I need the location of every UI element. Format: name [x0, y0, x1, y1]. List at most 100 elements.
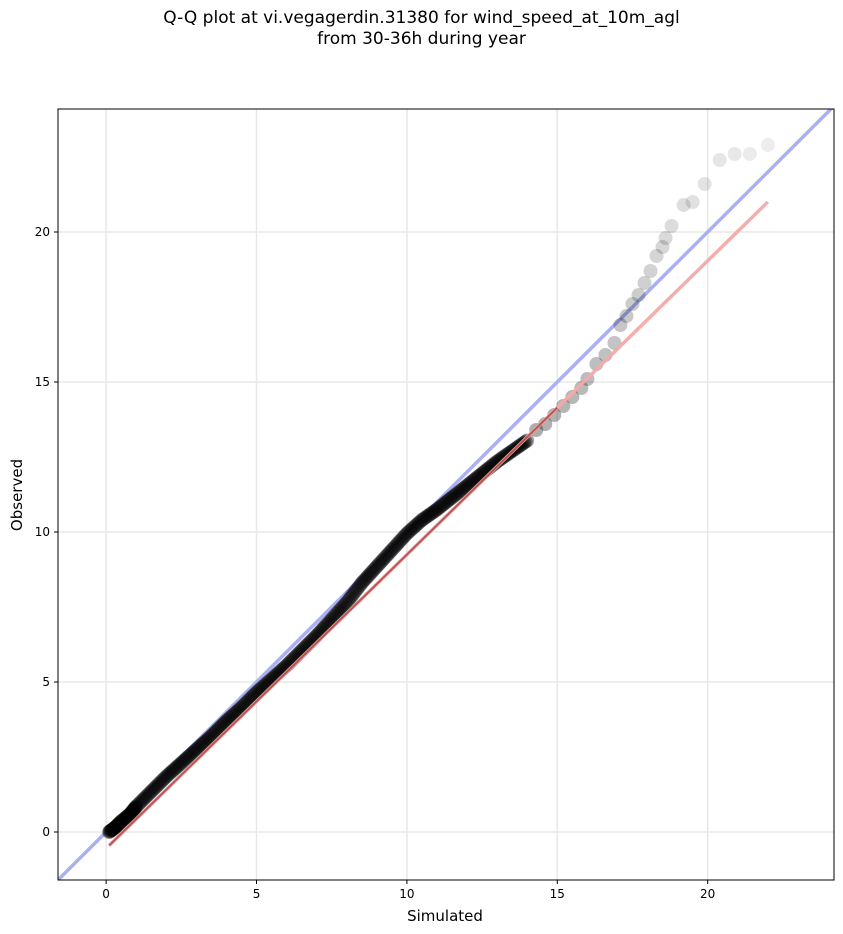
fit-line-overlay — [108, 406, 558, 847]
qq-point — [426, 504, 441, 519]
qq-point — [141, 787, 156, 802]
qq-point — [199, 733, 214, 748]
x-axis: 0 5 10 15 20 — [102, 880, 715, 901]
qq-point — [207, 726, 222, 740]
qq-point — [417, 510, 432, 525]
qq-point — [184, 746, 199, 761]
qq-point — [208, 724, 223, 739]
qq-point — [625, 297, 640, 311]
qq-point — [169, 760, 184, 775]
qq-point — [214, 718, 229, 733]
qq-point — [168, 761, 183, 776]
qq-point — [619, 309, 634, 323]
qq-point — [171, 758, 186, 773]
qq-point — [613, 318, 628, 332]
qq-point — [445, 490, 460, 505]
qq-point — [451, 485, 466, 500]
qq-point — [211, 721, 226, 736]
qq-point — [335, 600, 350, 615]
qq-point — [124, 805, 139, 820]
qq-point — [327, 608, 342, 623]
qq-point — [658, 231, 673, 245]
qq-point — [454, 483, 469, 498]
qq-point — [104, 823, 119, 838]
qq-point — [401, 525, 416, 540]
qq-point — [113, 815, 128, 830]
qq-point — [342, 591, 357, 606]
qq-point — [181, 749, 196, 764]
qq-point — [423, 506, 438, 521]
qq-point — [434, 498, 449, 513]
qq-point — [493, 452, 508, 467]
qq-point — [389, 538, 404, 553]
qq-point — [461, 477, 476, 492]
reference-line-1-to-1 — [58, 109, 834, 880]
qq-point — [443, 491, 458, 506]
qq-point — [196, 735, 211, 750]
qq-point — [172, 757, 187, 772]
plot-area — [58, 109, 834, 880]
qq-point — [109, 819, 124, 834]
qq-point — [132, 796, 147, 811]
y-tick-label: 20 — [35, 225, 50, 239]
qq-point — [520, 433, 535, 448]
qq-point — [408, 518, 423, 533]
qq-point — [153, 775, 168, 790]
qq-point — [187, 743, 202, 758]
qq-point — [351, 579, 366, 594]
qq-point — [452, 484, 467, 499]
qq-point — [128, 800, 143, 815]
qq-point — [727, 147, 742, 161]
y-tick-label: 5 — [42, 675, 50, 689]
qq-point — [160, 768, 175, 783]
qq-point — [123, 807, 138, 821]
qq-point — [329, 607, 344, 622]
y-tick-label: 0 — [42, 825, 50, 839]
qq-point — [419, 509, 434, 524]
qq-point — [201, 731, 216, 746]
qq-point — [384, 543, 399, 557]
qq-point — [192, 739, 207, 754]
qq-point — [375, 552, 390, 567]
qq-point — [455, 482, 470, 497]
y-axis: 0 5 10 15 20 — [35, 225, 58, 839]
qq-point — [109, 818, 124, 833]
qq-point — [422, 507, 437, 522]
qq-point — [189, 742, 204, 757]
qq-point — [202, 730, 217, 745]
qq-point — [112, 815, 127, 830]
x-axis-label: Simulated — [407, 907, 483, 925]
qq-point — [195, 737, 210, 752]
qq-point — [126, 802, 141, 817]
qq-point — [122, 807, 137, 822]
qq-point — [205, 727, 220, 742]
qq-point — [360, 569, 375, 584]
qq-point — [135, 793, 150, 808]
qq-point — [102, 824, 117, 839]
qq-point — [118, 810, 133, 825]
qq-point — [356, 574, 371, 589]
qq-point — [435, 497, 450, 512]
qq-point — [136, 792, 151, 806]
qq-point — [760, 138, 775, 152]
qq-point — [407, 519, 422, 534]
qq-point — [457, 480, 472, 495]
qq-point — [127, 801, 142, 816]
qq-point — [107, 820, 122, 835]
qq-point — [697, 177, 712, 191]
qq-point — [402, 523, 417, 538]
qq-point — [330, 605, 345, 620]
qq-point — [405, 521, 420, 536]
qq-point — [517, 435, 532, 450]
qq-point — [432, 500, 447, 515]
qq-point — [496, 450, 511, 465]
qq-point — [183, 747, 198, 762]
qq-point — [204, 729, 219, 743]
qq-point — [363, 566, 378, 581]
qq-point — [637, 276, 652, 290]
qq-point — [449, 486, 464, 501]
qq-point — [353, 577, 368, 592]
qq-point — [139, 789, 154, 803]
qq-point — [416, 511, 431, 526]
